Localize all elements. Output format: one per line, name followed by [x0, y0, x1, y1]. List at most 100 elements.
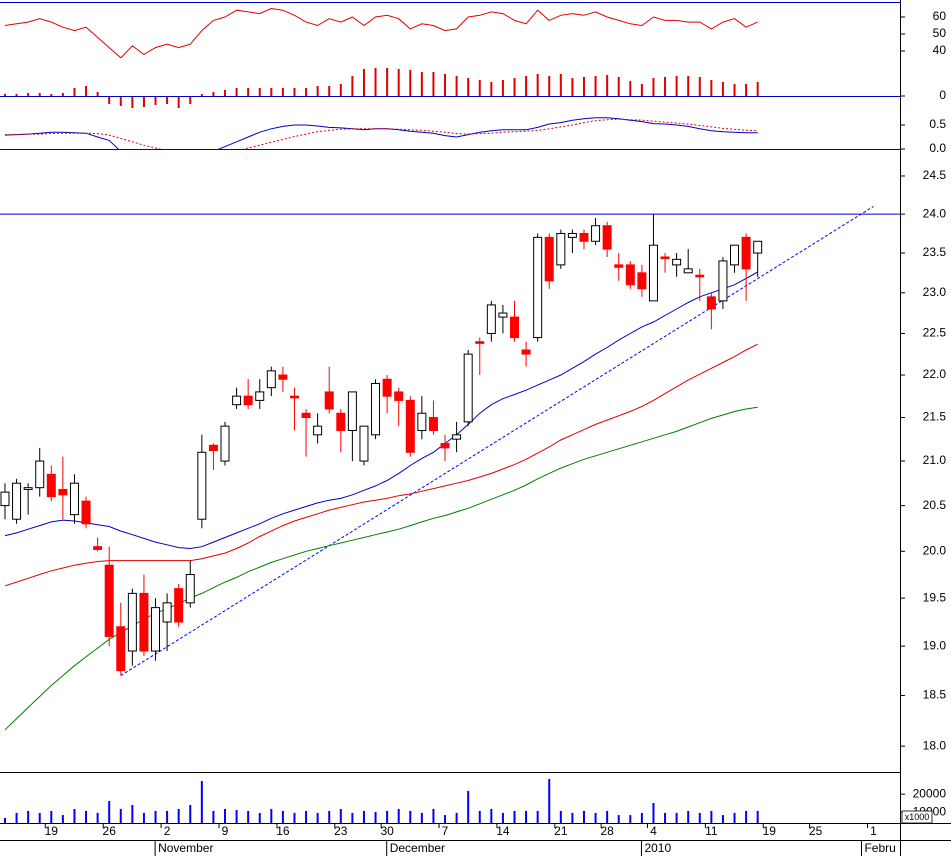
x-tick-label: 19	[763, 824, 777, 838]
bar	[513, 78, 516, 96]
y-tick-label: 19.0	[923, 638, 947, 652]
candle-body	[12, 482, 22, 520]
candle-body	[730, 244, 740, 266]
candle-body	[521, 349, 531, 355]
candle-body	[139, 592, 149, 652]
line	[4, 271, 758, 550]
bar	[351, 76, 354, 96]
panel	[3, 779, 759, 823]
bar	[305, 810, 308, 823]
bar	[200, 781, 203, 823]
bar	[270, 88, 273, 96]
candle-body	[695, 274, 705, 278]
y-tick-label: 22.5	[923, 326, 947, 340]
candle-body	[324, 391, 334, 410]
line	[5, 118, 758, 149]
candle-body	[58, 488, 68, 496]
bar	[61, 815, 64, 823]
bar	[467, 790, 470, 823]
bar	[501, 80, 504, 96]
candle-body	[672, 258, 682, 266]
bar	[224, 808, 226, 823]
bar	[745, 84, 748, 96]
bar	[710, 810, 713, 823]
month-label: 2010	[644, 841, 671, 855]
bar	[444, 74, 447, 96]
bar	[224, 90, 226, 96]
bar	[536, 74, 539, 96]
candle-body	[23, 487, 33, 490]
month-label: Febru	[864, 841, 895, 855]
candle-body	[151, 607, 161, 652]
candle-body	[127, 592, 137, 652]
bar	[582, 77, 585, 96]
candle-body	[602, 225, 612, 250]
bar	[38, 93, 41, 96]
candle-body	[683, 268, 693, 274]
bar	[432, 808, 435, 823]
bar	[478, 810, 481, 823]
y-tick-label: 21.5	[923, 410, 947, 424]
bar	[374, 812, 377, 823]
bar	[455, 76, 458, 96]
bar	[235, 810, 238, 823]
x-tick-label: 21	[554, 824, 568, 838]
candle-body	[591, 225, 601, 242]
line	[4, 7, 758, 59]
bar	[166, 810, 169, 823]
bar	[247, 88, 250, 96]
bar	[675, 812, 678, 823]
candle-body	[753, 240, 763, 254]
bar	[293, 812, 296, 823]
line	[4, 343, 758, 587]
bar	[490, 808, 493, 823]
bar	[652, 78, 655, 96]
x-tick-label: 2	[164, 824, 171, 838]
bar	[606, 75, 609, 96]
x-tick-label: 7	[442, 824, 449, 838]
bar	[73, 88, 76, 96]
y-tick-label: 60	[933, 9, 947, 23]
candle-body	[35, 460, 45, 489]
bar	[362, 810, 365, 823]
candle-body	[197, 451, 207, 520]
trend-line	[120, 205, 874, 677]
bar	[96, 812, 99, 823]
x-tick-label: 1	[870, 824, 877, 838]
bar	[96, 92, 99, 96]
bar	[258, 88, 261, 96]
bar	[397, 808, 400, 823]
candle-body	[162, 602, 172, 623]
bar	[316, 812, 319, 823]
x-tick-label: 23	[334, 824, 348, 838]
candle-body	[104, 564, 114, 637]
bar	[293, 88, 296, 96]
candle-body	[46, 473, 56, 498]
bar	[409, 70, 412, 96]
bar	[698, 77, 701, 96]
candle-body	[510, 316, 520, 339]
candle-body	[243, 395, 253, 406]
bar	[328, 810, 331, 823]
x-tick-label: 16	[276, 824, 290, 838]
bar	[189, 96, 192, 104]
bar	[27, 810, 30, 823]
bar	[131, 804, 134, 823]
bar	[38, 812, 41, 823]
candle-body	[347, 391, 357, 431]
bar	[640, 84, 643, 96]
candle-body	[69, 482, 79, 516]
candle-body	[394, 391, 404, 401]
bar	[177, 96, 180, 108]
bar	[235, 88, 238, 96]
bar	[548, 76, 551, 96]
bar	[247, 810, 250, 823]
candle-body	[405, 399, 415, 453]
candle-body	[614, 264, 624, 268]
bar	[513, 810, 516, 823]
bar	[3, 817, 6, 823]
candle-body	[382, 378, 392, 397]
candle-body	[116, 626, 126, 672]
bar	[154, 810, 157, 823]
